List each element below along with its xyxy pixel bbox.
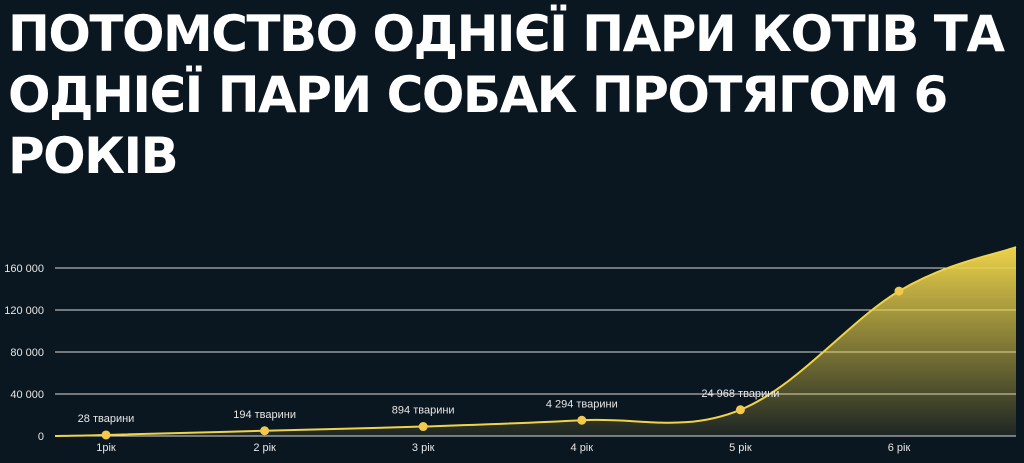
x-tick-label: 1рік [96, 442, 116, 454]
data-label: 194 тварини [233, 409, 296, 421]
data-point [101, 430, 111, 440]
data-point [735, 405, 745, 415]
x-tick-label: 6 рік [888, 442, 911, 454]
area-fill [55, 247, 1016, 436]
data-point [418, 422, 428, 432]
x-tick-label: 2 рік [253, 442, 276, 454]
data-point [577, 415, 587, 425]
series-line [54, 246, 1017, 437]
y-tick-label: 40 000 [10, 389, 44, 401]
x-tick-label: 4 рік [571, 442, 594, 454]
data-point [894, 286, 904, 296]
y-tick-label: 80 000 [10, 347, 44, 359]
chart-title: ПОТОМСТВО ОДНІЄЇ ПАРИ КОТІВ ТА ОДНІЄЇ ПА… [8, 5, 1005, 185]
data-label: 28 тварини [78, 413, 135, 425]
x-tick-label: 5 рік [729, 442, 752, 454]
y-tick-label: 160 000 [4, 263, 44, 275]
x-tick-label: 3 рік [412, 442, 435, 454]
data-label: 894 тварини [392, 405, 455, 417]
data-label: 4 294 тварини [546, 398, 618, 410]
data-point [260, 426, 270, 436]
y-tick-label: 120 000 [4, 305, 44, 317]
data-label: 24 968 тварини [701, 388, 779, 400]
y-tick-label: 0 [38, 431, 44, 443]
